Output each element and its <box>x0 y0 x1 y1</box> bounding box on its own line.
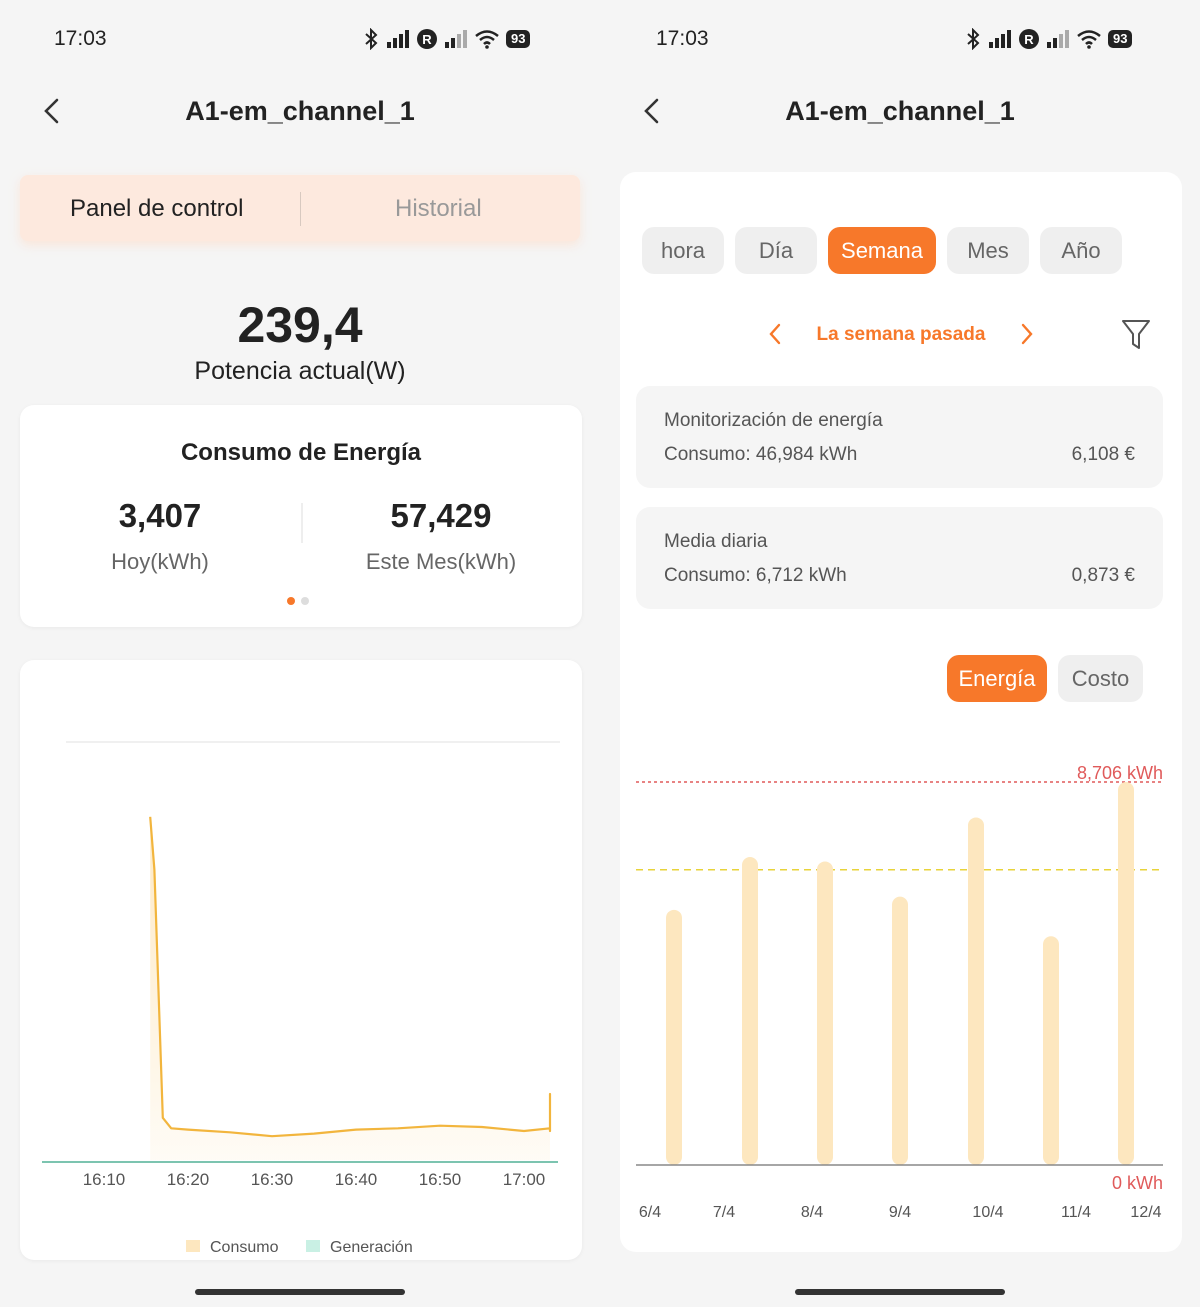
roaming-icon: R <box>417 29 437 49</box>
energy-bar[interactable] <box>666 909 682 1165</box>
filter-icon[interactable] <box>1120 318 1152 352</box>
svg-text:R: R <box>422 32 432 47</box>
daily-average-consumption: Consumo: 6,712 kWh <box>664 565 847 586</box>
battery-indicator: 93 <box>1108 30 1133 48</box>
energy-bar[interactable] <box>817 861 833 1165</box>
next-week-icon[interactable] <box>1016 322 1036 346</box>
min-value-label: 0 kWh <box>1112 1173 1163 1193</box>
back-arrow-icon[interactable] <box>638 96 668 126</box>
back-arrow-icon[interactable] <box>38 96 68 126</box>
energy-card-title: Consumo de Energía <box>180 439 422 466</box>
history-screen: 17:03 R 93 A1-em_channel_1 hora Día Sema… <box>600 0 1200 1303</box>
legend-generacion: Generación <box>330 1239 413 1256</box>
energy-bar[interactable] <box>742 857 758 1165</box>
daily-average-cost: 0,873 € <box>1071 565 1135 586</box>
home-indicator[interactable] <box>795 1289 1005 1295</box>
x-tick-label: 11/4 <box>1061 1204 1091 1221</box>
energy-bar[interactable] <box>1043 936 1059 1165</box>
monitoring-cost: 6,108 € <box>1071 444 1135 465</box>
x-tick-label: 9/4 <box>889 1204 911 1221</box>
roaming-icon: R <box>1019 29 1039 49</box>
legend-consumo: Consumo <box>210 1239 279 1256</box>
view-tabs: Panel de control Historial <box>20 175 580 241</box>
stat-divider <box>301 503 303 543</box>
status-icons: R 93 <box>362 26 531 52</box>
daily-average-card: Media diaria Consumo: 6,712 kWh 0,873 € <box>636 507 1163 609</box>
today-energy-value: 3,407 <box>118 497 202 534</box>
previous-week-icon[interactable] <box>766 322 786 346</box>
signal-2-icon <box>1047 30 1069 48</box>
x-tick-label: 17:00 <box>503 1170 546 1189</box>
bluetooth-icon <box>365 28 378 50</box>
week-label: La semana pasada <box>816 324 986 345</box>
x-tick-label: 6/4 <box>639 1204 661 1221</box>
month-energy-label: Este Mes(kWh) <box>365 549 517 574</box>
page-title: A1-em_channel_1 <box>785 96 1015 126</box>
toggle-energia[interactable]: Energía <box>947 655 1047 702</box>
period-hora[interactable]: hora <box>642 227 724 274</box>
daily-average-title: Media diaria <box>664 531 768 552</box>
consumo-area <box>150 816 550 1160</box>
tab-divider <box>300 192 301 226</box>
power-chart-card: 16:10 16:20 16:30 16:40 16:50 17:00 Consumo G… <box>20 660 582 1260</box>
power-line-chart: 16:10 16:20 16:30 16:40 16:50 17:00 Consumo G… <box>42 741 560 1256</box>
wifi-icon <box>475 30 499 49</box>
current-power-label: Potencia actual(W) <box>194 357 406 385</box>
current-power-value: 239,4 <box>237 297 363 353</box>
energy-bar[interactable] <box>968 817 984 1165</box>
energy-bar[interactable] <box>1118 782 1134 1165</box>
signal-icon <box>989 30 1011 48</box>
page-dot-active[interactable] <box>287 597 295 605</box>
x-tick-label: 8/4 <box>801 1204 823 1221</box>
signal-icon <box>387 30 409 48</box>
x-tick-label: 10/4 <box>972 1204 1003 1221</box>
status-time: 17:03 <box>656 27 709 50</box>
energy-consumption-card: Consumo de Energía 3,407 Hoy(kWh) 57,429… <box>20 405 582 627</box>
signal-2-icon <box>445 30 467 48</box>
weekly-energy-bar-chart: 8,706 kWh 6/4 7/4 8/4 9/4 10/4 11/4 12/4 0 kWh <box>636 763 1163 1221</box>
energy-bar[interactable] <box>892 896 908 1165</box>
period-ano[interactable]: Año <box>1040 227 1122 274</box>
toggle-costo[interactable]: Costo <box>1058 655 1143 702</box>
today-energy-label: Hoy(kWh) <box>111 549 209 574</box>
status-time: 17:03 <box>54 27 107 50</box>
chart-legend: Consumo Generación <box>186 1239 413 1256</box>
legend-swatch-generacion <box>306 1240 320 1252</box>
energy-monitoring-card: Monitorización de energía Consumo: 46,98… <box>636 386 1163 488</box>
legend-swatch-consumo <box>186 1240 200 1252</box>
tab-historial[interactable]: Historial <box>395 195 482 222</box>
monitoring-title: Monitorización de energía <box>664 410 883 431</box>
max-value-label: 8,706 kWh <box>1077 763 1163 783</box>
status-icons: R 93 <box>964 26 1133 52</box>
x-tick-label: 7/4 <box>713 1204 735 1221</box>
x-tick-label: 16:40 <box>335 1170 378 1189</box>
x-tick-label: 16:20 <box>167 1170 210 1189</box>
wifi-icon <box>1077 30 1101 49</box>
page-title: A1-em_channel_1 <box>185 96 415 126</box>
bluetooth-icon <box>967 28 980 50</box>
monitoring-consumption: Consumo: 46,984 kWh <box>664 444 858 465</box>
tab-panel-de-control[interactable]: Panel de control <box>70 195 244 222</box>
period-dia[interactable]: Día <box>735 227 817 274</box>
consumo-line <box>149 816 552 1138</box>
history-panel: hora Día Semana Mes Año La semana pasada… <box>620 172 1182 1252</box>
period-mes[interactable]: Mes <box>947 227 1029 274</box>
svg-text:R: R <box>1024 32 1034 47</box>
x-tick-label: 16:50 <box>419 1170 462 1189</box>
period-semana[interactable]: Semana <box>828 227 936 274</box>
page-dot[interactable] <box>301 597 309 605</box>
x-tick-label: 16:10 <box>83 1170 126 1189</box>
month-energy-value: 57,429 <box>390 497 492 534</box>
home-indicator[interactable] <box>195 1289 405 1295</box>
x-tick-label: 16:30 <box>251 1170 294 1189</box>
x-tick-label: 12/4 <box>1130 1204 1161 1221</box>
dashboard-screen: 17:03 R 93 A1-em_channel_1 Panel de cont… <box>0 0 600 1303</box>
battery-indicator: 93 <box>506 30 531 48</box>
